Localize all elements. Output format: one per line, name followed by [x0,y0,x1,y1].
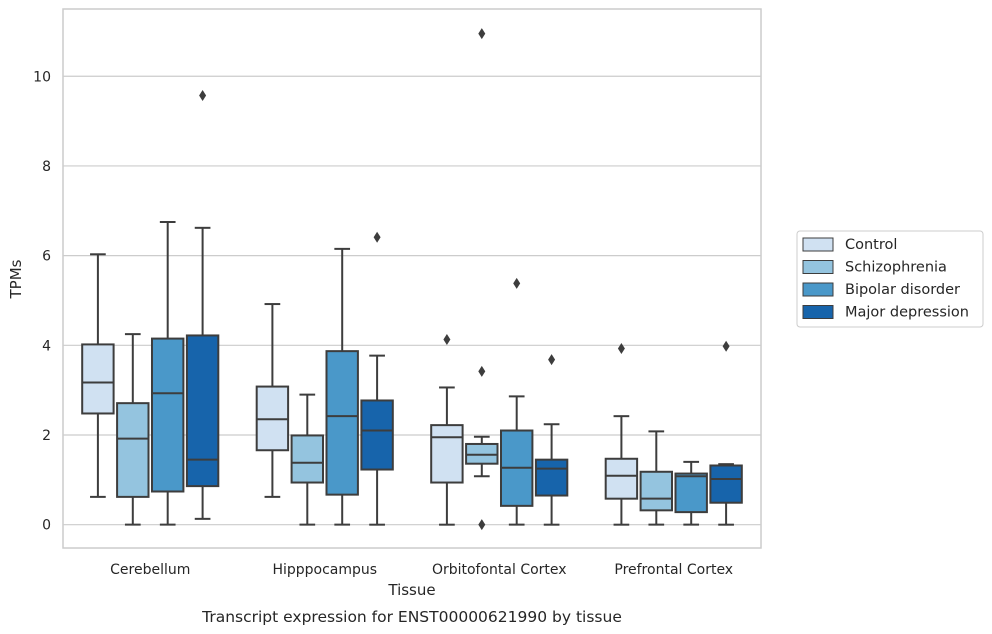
iqr-box [534,458,569,497]
chart-caption: Transcript expression for ENST0000062199… [201,608,622,626]
box-schizophrenia [116,333,150,526]
y-tick-label: 10 [33,69,51,85]
iqr-box [674,472,708,514]
iqr-box [604,457,639,500]
outlier-point [478,519,486,531]
legend-label: Bipolar disorder [845,282,960,298]
iqr-box [325,350,359,496]
outlier-point [478,28,486,40]
legend-swatch [802,237,834,252]
box-major-depression [360,231,394,526]
iqr-box [150,337,185,493]
legend: Control Schizophrenia Bipolar disorder Majo… [796,230,984,328]
box-major-depression [185,90,220,520]
y-tick-label: 2 [42,428,51,444]
legend-label: Schizophrenia [845,260,947,276]
x-tick-label: Prefrontal Cortex [614,562,733,578]
box-bipolar-disorder [150,220,185,526]
iqr-box [639,470,674,512]
x-tick-label: Orbitofontal Cortex [432,562,567,578]
box-bipolar-disorder [499,277,534,526]
outlier-point [617,342,625,354]
outlier-point [548,354,556,366]
y-tick-label: 8 [42,159,51,175]
box-control [255,303,290,498]
box-bipolar-disorder [325,247,359,526]
box-major-depression [709,340,743,526]
iqr-box [290,434,325,484]
box-schizophrenia [639,430,674,526]
legend-frame [796,230,984,328]
legend-swatch [802,282,834,297]
x-tick-label: Cerebellum [110,562,190,578]
box-bipolar-disorder [674,460,708,526]
outlier-point [199,90,207,102]
y-tick-labels: 0 2 4 6 8 10 [33,69,51,533]
x-axis-label: Tissue [387,581,435,599]
box-control [604,342,639,526]
iqr-box [709,464,743,504]
iqr-box [116,402,150,498]
plot-frame [62,8,762,549]
iqr-box [360,399,394,471]
legend-swatch [802,305,834,319]
outlier-point [443,333,451,345]
iqr-box [185,334,220,488]
box-schizophrenia [465,28,499,531]
outlier-point [373,231,381,243]
iqr-box [430,424,464,484]
box-schizophrenia [290,393,325,526]
box-control [430,333,464,526]
box-major-depression [534,354,569,526]
box-control [81,253,115,498]
legend-label: Control [845,237,897,253]
y-axis-label: TPMs [7,259,25,299]
y-tick-label: 4 [42,338,51,354]
outlier-point [478,365,486,377]
box-plot-area [81,28,743,531]
y-tick-label: 6 [42,249,51,265]
outlier-point [722,340,730,352]
legend-swatch [802,260,834,274]
y-tick-label: 0 [42,518,51,534]
x-tick-labels: Cerebellum Hipppocampus Orbitofontal Corte… [110,562,733,578]
x-tick-label: Hipppocampus [272,562,377,578]
legend-label: Major depression [845,305,969,321]
outlier-point [513,277,521,289]
iqr-box [81,343,115,415]
